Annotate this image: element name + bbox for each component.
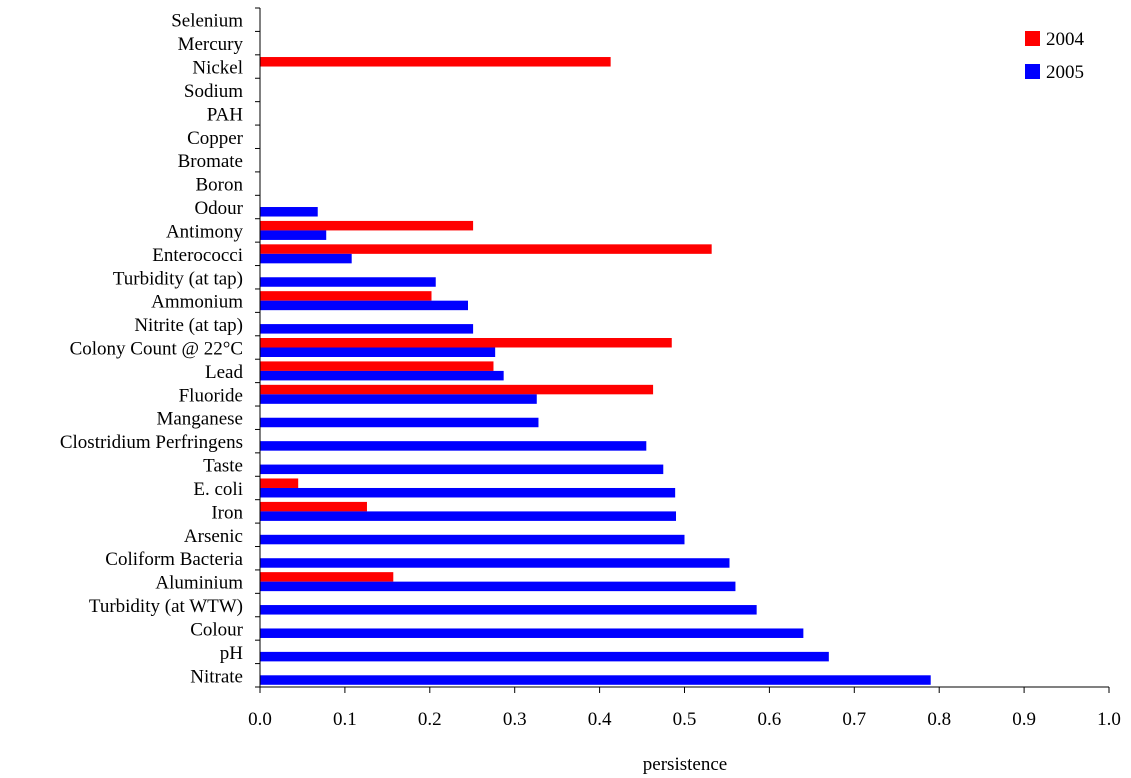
- bar-2004-enterococci: [260, 244, 712, 254]
- x-axis-title: persistence: [643, 754, 727, 775]
- x-tick-label: 0.0: [248, 709, 272, 730]
- category-label-turbidity-at-tap: Turbidity (at tap): [113, 268, 243, 289]
- category-label-mercury: Mercury: [178, 34, 244, 55]
- bar-2004-aluminium: [260, 572, 394, 582]
- bar-2005-iron: [260, 511, 677, 521]
- bar-2005-ph: [260, 651, 829, 662]
- bar-2005-colony-count-22-c: [260, 347, 496, 357]
- legend-swatch-2005: [1025, 64, 1040, 79]
- bar-2005-odour: [260, 207, 318, 217]
- bar-2005-manganese: [260, 417, 539, 428]
- category-label-colour: Colour: [190, 619, 243, 640]
- bar-2004-iron: [260, 501, 367, 512]
- bar-2004-colony-count-22-c: [260, 338, 672, 348]
- bar-2005-turbidity-at-tap: [260, 277, 436, 287]
- category-label-clostridium-perfringens: Clostridium Perfringens: [60, 432, 243, 453]
- category-label-sodium: Sodium: [184, 81, 243, 102]
- bar-2005-aluminium: [260, 581, 736, 592]
- category-label-manganese: Manganese: [156, 409, 243, 430]
- category-label-nickel: Nickel: [192, 58, 243, 79]
- x-tick-label: 0.4: [588, 709, 612, 730]
- bar-2005-enterococci: [260, 253, 352, 264]
- legend-label-2004: 2004: [1046, 29, 1085, 50]
- bar-2005-colour: [260, 628, 804, 638]
- x-tick-label: 0.7: [842, 709, 866, 730]
- bar-2005-turbidity-at-wtw: [260, 605, 757, 615]
- category-label-ammonium: Ammonium: [151, 292, 243, 313]
- x-tick-label: 0.3: [503, 709, 527, 730]
- legend: 2004 2005: [1025, 29, 1085, 83]
- x-tick-label: 0.1: [333, 709, 357, 730]
- bar-2005-clostridium-perfringens: [260, 441, 647, 451]
- category-label-iron: Iron: [211, 502, 243, 523]
- x-tick-label: 0.5: [673, 709, 697, 730]
- category-label-bromate: Bromate: [178, 151, 243, 172]
- category-label-antimony: Antimony: [166, 221, 244, 242]
- category-label-e-coli: E. coli: [193, 479, 243, 500]
- category-label-colony-count-22-c: Colony Count @ 22°C: [70, 339, 243, 360]
- bar-2005-antimony: [260, 230, 327, 240]
- category-label-ph: pH: [220, 643, 244, 664]
- bar-2005-fluoride: [260, 394, 537, 404]
- legend-label-2005: 2005: [1046, 62, 1084, 83]
- category-label-arsenic: Arsenic: [184, 526, 243, 547]
- category-label-boron: Boron: [196, 175, 244, 196]
- x-tick-label: 0.8: [927, 709, 951, 730]
- x-axis: 0.0 0.1 0.2 0.3 0.4 0.5 0.6 0.7 0.8 0.9 1.0: [248, 686, 1121, 730]
- category-label-enterococci: Enterococci: [152, 245, 243, 266]
- category-label-odour: Odour: [194, 198, 243, 219]
- category-label-taste: Taste: [203, 456, 243, 477]
- bar-2005-arsenic: [260, 534, 685, 545]
- bar-2005-nitrite-at-tap: [260, 324, 474, 334]
- bar-2004-lead: [260, 361, 494, 371]
- bar-2005-lead: [260, 370, 504, 381]
- bars-group: [260, 57, 931, 685]
- category-label-aluminium: Aluminium: [155, 573, 243, 594]
- bar-2005-taste: [260, 464, 664, 475]
- category-label-lead: Lead: [205, 362, 243, 383]
- legend-swatch-2004: [1025, 31, 1040, 46]
- bar-2005-coliform-bacteria: [260, 558, 730, 568]
- category-label-pah: PAH: [207, 104, 244, 125]
- category-label-copper: Copper: [187, 128, 244, 149]
- x-tick-label: 0.2: [418, 709, 442, 730]
- bar-2004-e-coli: [260, 478, 299, 488]
- category-label-turbidity-at-wtw: Turbidity (at WTW): [89, 596, 243, 617]
- bar-2004-ammonium: [260, 291, 432, 301]
- category-label-coliform-bacteria: Coliform Bacteria: [105, 549, 243, 570]
- bar-2004-nickel: [260, 57, 611, 67]
- bar-2005-e-coli: [260, 487, 676, 498]
- category-label-fluoride: Fluoride: [179, 385, 243, 406]
- x-tick-label: 0.9: [1012, 709, 1036, 730]
- x-tick-label: 0.6: [758, 709, 782, 730]
- bar-2005-nitrate: [260, 675, 931, 685]
- x-tick-label: 1.0: [1097, 709, 1121, 730]
- bar-2005-ammonium: [260, 300, 468, 311]
- category-label-selenium: Selenium: [171, 11, 243, 32]
- category-label-nitrite-at-tap: Nitrite (at tap): [134, 315, 243, 336]
- bar-2004-antimony: [260, 220, 474, 231]
- category-label-nitrate: Nitrate: [190, 666, 243, 687]
- bar-2004-fluoride: [260, 384, 654, 395]
